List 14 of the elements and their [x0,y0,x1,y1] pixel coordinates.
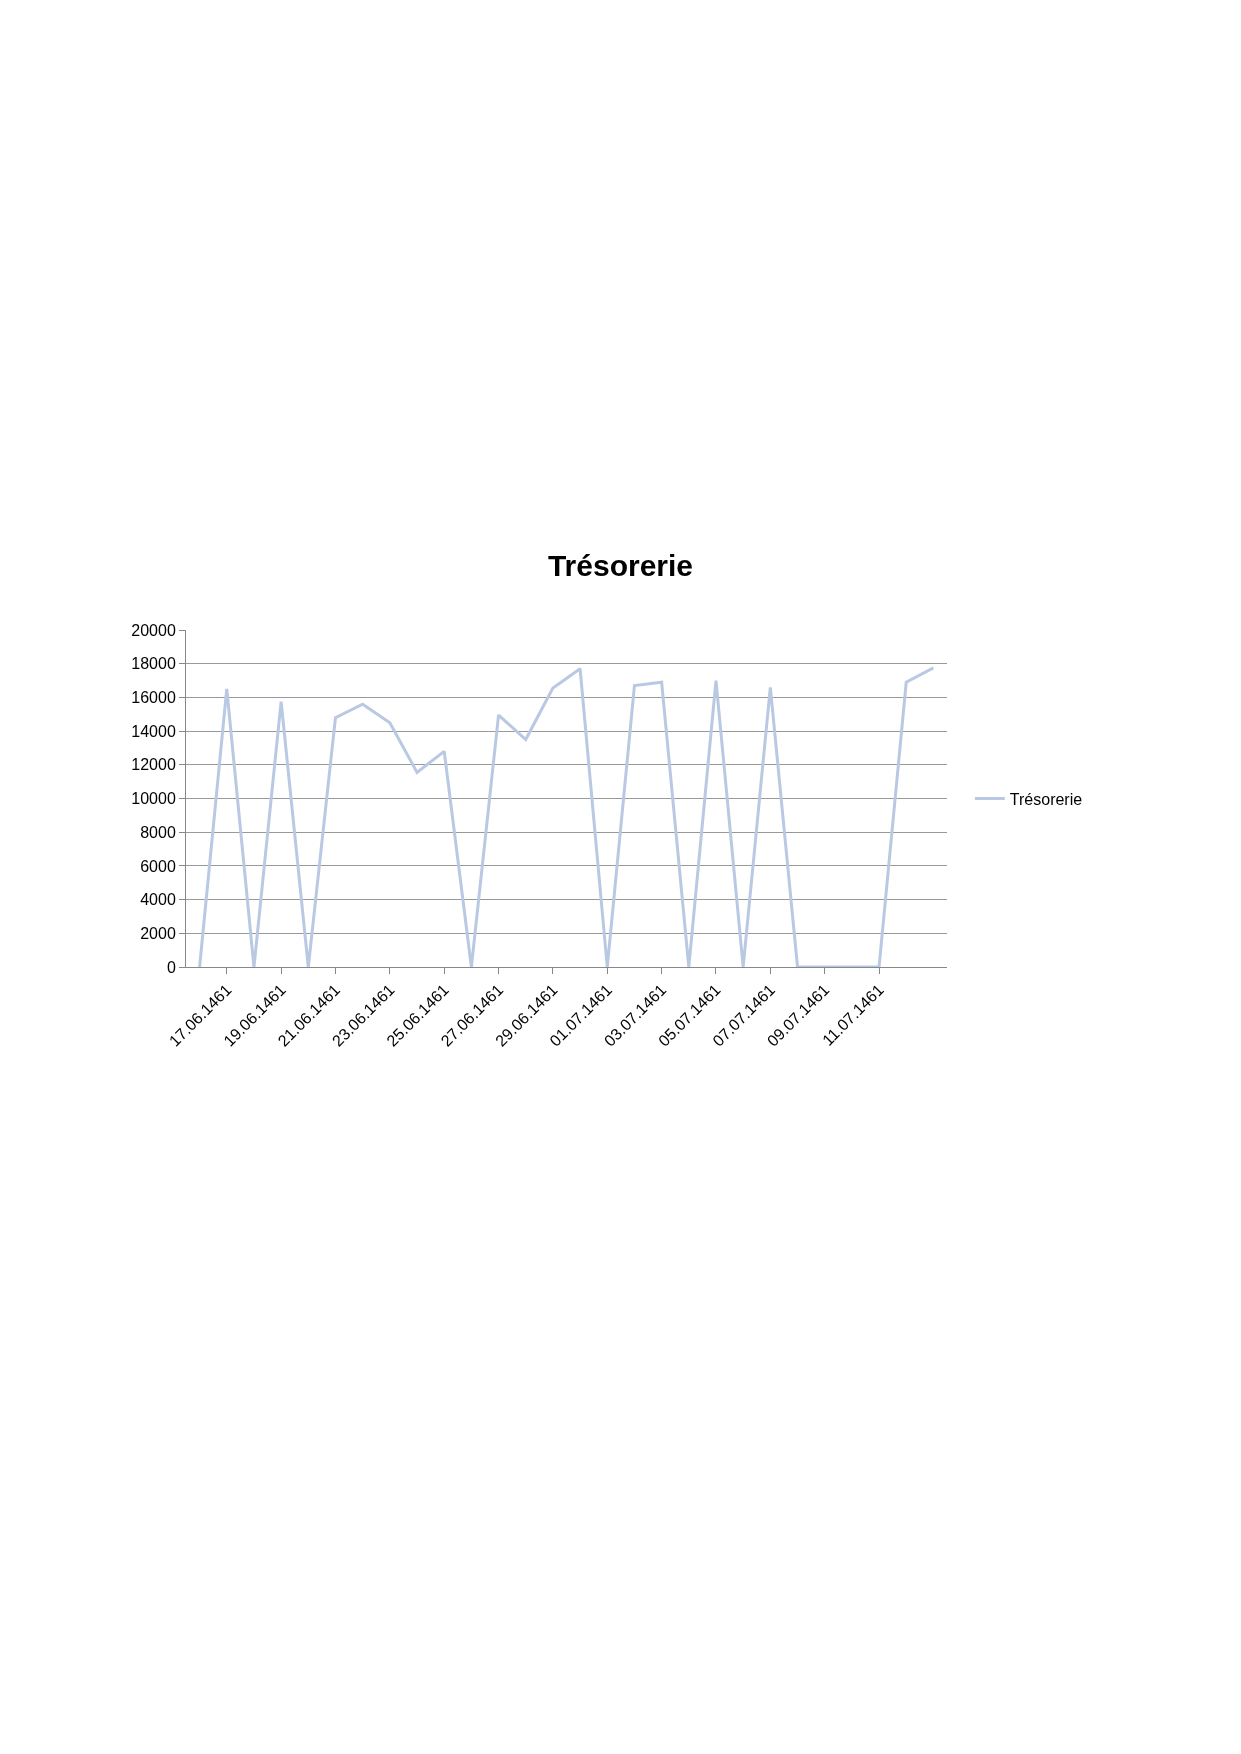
y-tick-label: 4000 [140,891,176,909]
y-tick-label: 2000 [140,924,176,942]
y-tick-label: 12000 [131,756,176,774]
y-tick-label: 14000 [131,722,176,740]
y-tick-label: 16000 [131,689,176,706]
chart-title: Trésorerie [547,548,694,582]
y-tick-label: 20000 [131,621,176,639]
y-tick-label: 8000 [140,823,176,841]
line-series [198,666,935,967]
y-tick-label: 10000 [131,790,176,808]
legend-label: Trésorerie [1009,790,1083,808]
y-tick-label: 6000 [140,857,176,875]
y-tick-label: 18000 [131,655,176,673]
y-tick-label: 0 [166,958,176,976]
